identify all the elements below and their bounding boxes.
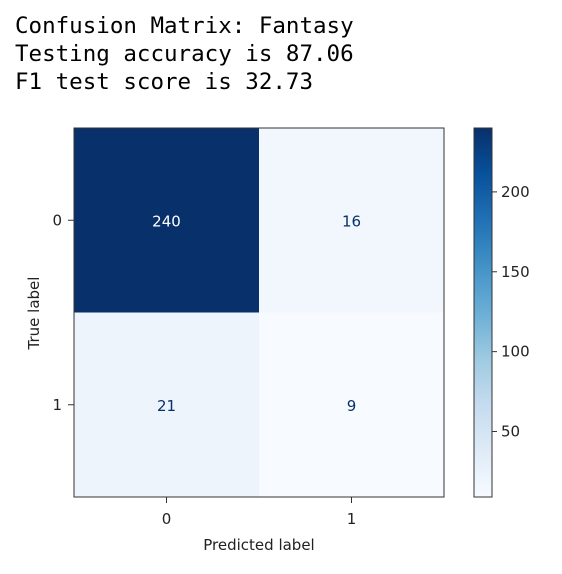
matrix-cell — [74, 128, 259, 313]
x-tick-label: 1 — [347, 510, 357, 528]
colorbar-ticks: 50 100 150 200 — [492, 183, 530, 441]
header-f1-score: F1 test score is 32.73 — [15, 69, 314, 95]
colorbar: 50 100 150 200 — [473, 127, 530, 498]
colorbar-gradient — [473, 127, 493, 498]
matrix-cell — [74, 312, 259, 497]
y-axis-label: True label — [25, 277, 43, 351]
cell-value-label: 240 — [152, 212, 181, 230]
colorbar-tick-label: 200 — [501, 183, 530, 201]
matrix-cell-labels: 240 16 21 9 — [152, 212, 361, 415]
y-axis: 01 — [52, 211, 74, 414]
colorbar-tick-label: 100 — [501, 343, 530, 361]
colorbar-tick-label: 150 — [501, 263, 530, 281]
x-tick-label: 0 — [162, 510, 172, 528]
header-title: Confusion Matrix: Fantasy — [15, 13, 354, 39]
matrix-cell — [259, 312, 444, 497]
chart-header: Confusion Matrix: Fantasy Testing accurac… — [15, 12, 354, 96]
cell-value-label: 21 — [157, 397, 176, 415]
y-tick-label: 1 — [52, 396, 62, 414]
y-tick-label: 0 — [52, 211, 62, 229]
matrix-cells — [74, 128, 444, 497]
cell-value-label: 9 — [347, 397, 357, 415]
header-accuracy: Testing accuracy is 87.06 — [15, 41, 354, 67]
x-axis-label: Predicted label — [203, 536, 314, 554]
matrix-frame — [73, 127, 445, 498]
cell-value-label: 16 — [342, 212, 361, 230]
colorbar-tick-label: 50 — [501, 423, 520, 441]
matrix-cell — [259, 128, 444, 313]
